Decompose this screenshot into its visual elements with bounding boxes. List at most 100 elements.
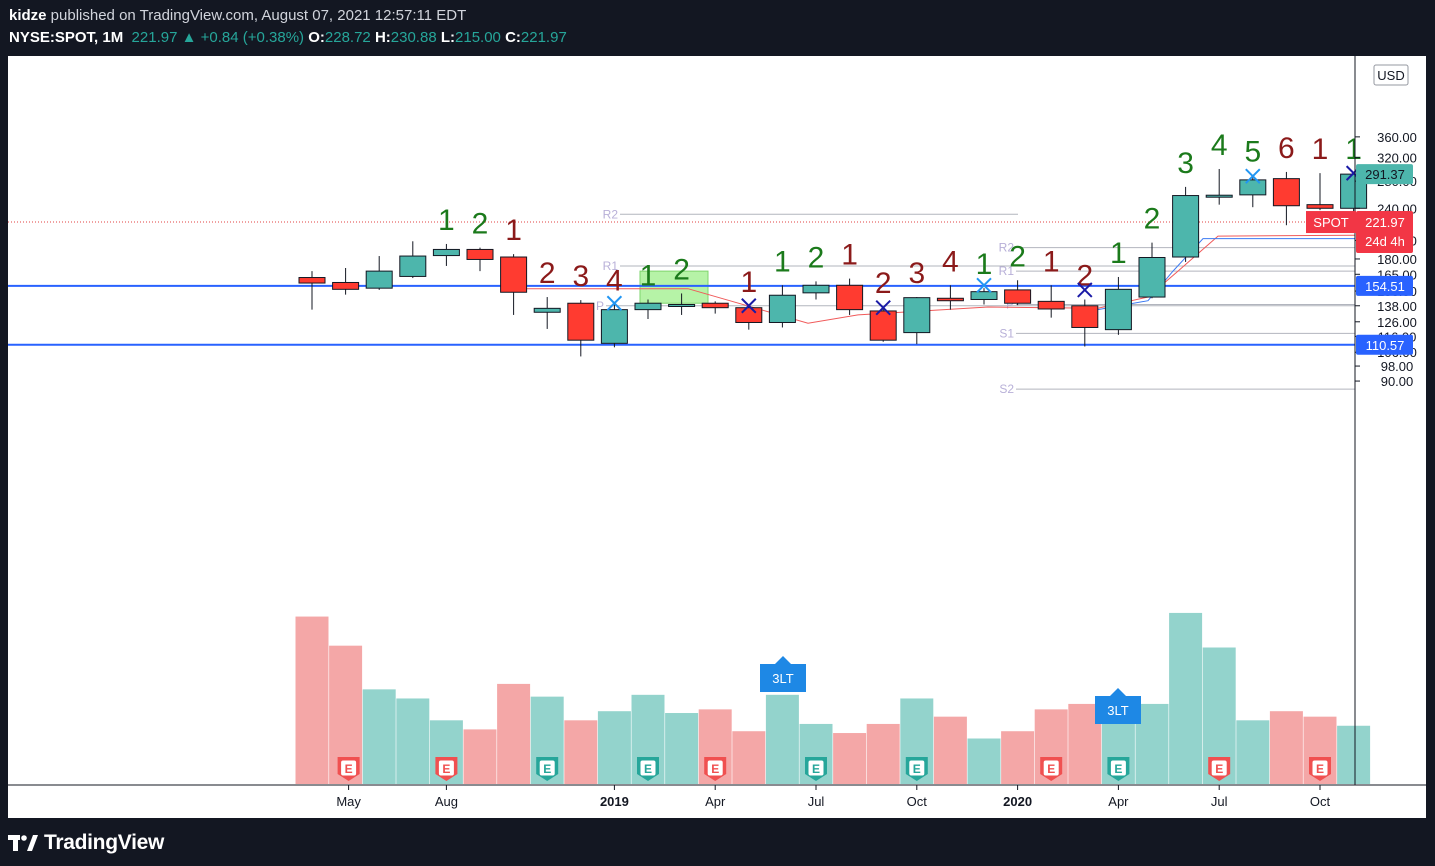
- candle-body: [1306, 204, 1334, 209]
- td-count-label: 4: [606, 264, 623, 297]
- volume-bar: [295, 616, 329, 784]
- candle-body: [802, 284, 830, 294]
- chart-panel[interactable]: R2 R1 P R2 R1 P S1 S2 1 2 1 2 3 4 1 2 1 1 2 1 2 3 4 1 2 1 2 1 2 3 4 5 6 1…: [8, 56, 1426, 818]
- earnings-letter: E: [1316, 762, 1324, 776]
- td-count-label: 2: [808, 241, 825, 274]
- candle-body: [836, 284, 864, 311]
- candle-body: [936, 297, 964, 302]
- marker-shape: [1095, 688, 1141, 724]
- earnings-icon: E: [905, 757, 928, 781]
- cross-marker: [976, 277, 992, 294]
- td-count-label: 1: [1043, 245, 1060, 278]
- candle-body: [567, 302, 595, 341]
- earnings-letter: E: [812, 762, 820, 776]
- time-axis-label: Oct: [907, 794, 928, 809]
- time-axis-label: Aug: [435, 794, 458, 809]
- cross-marker-stroke: [741, 298, 757, 314]
- candle-body: [1104, 288, 1132, 331]
- price-axis-label: 320.00: [1377, 151, 1417, 166]
- last-price-tag-box: [1356, 211, 1413, 254]
- cross-marker-stroke: [875, 299, 891, 316]
- high-value: 230.88: [390, 29, 437, 46]
- volume-bar: [1001, 731, 1035, 784]
- volume-bar: [564, 720, 598, 784]
- earnings-inner: [707, 760, 723, 776]
- symbol-tag-label: SPOT: [1313, 215, 1348, 230]
- volume-bar: [396, 698, 430, 784]
- pivot-label: S1: [999, 326, 1014, 340]
- time-axis-label: Jul: [1211, 794, 1228, 809]
- earnings-inner: [438, 760, 454, 776]
- chart-header: kidze published on TradingView.com, Augu…: [0, 0, 1435, 54]
- candle-body: [1004, 289, 1032, 304]
- last-price-tag: SPOT 221.97 24d 4h: [1306, 211, 1413, 254]
- marker-label: 3LT: [1107, 703, 1128, 718]
- ohlc-legend: NYSE:SPOT, 1M 221.97 ▲ +0.84 (+0.38%) O:…: [9, 29, 567, 46]
- earnings-icon: E: [637, 757, 659, 781]
- td-count-label: 4: [1211, 129, 1228, 162]
- level-price-tag: 110.57: [1356, 334, 1413, 355]
- publisher-name[interactable]: kidze: [9, 7, 47, 24]
- earnings-inner: [1211, 760, 1227, 776]
- earnings-inner: [1110, 760, 1126, 776]
- countdown-label: 24d 4h: [1365, 234, 1405, 249]
- cross-marker-stroke: [1077, 282, 1093, 298]
- volume-bar: [866, 723, 900, 784]
- earnings-inner: [808, 760, 824, 776]
- currency-badge: USD: [1373, 64, 1409, 86]
- candle-body: [1205, 194, 1233, 198]
- earnings-inner: [640, 760, 656, 776]
- candle-body: [970, 291, 998, 300]
- volume-bar: [1236, 720, 1270, 784]
- tradingview-logo-icon: [8, 835, 38, 851]
- candle-body: [332, 281, 360, 290]
- pivot-label: R1: [603, 259, 619, 273]
- price-axis-label: 360.00: [1377, 130, 1417, 145]
- volume-bar: [765, 694, 799, 784]
- time-axis-label: Apr: [705, 794, 726, 809]
- td-count-label: 1: [1345, 133, 1362, 166]
- candle-body: [500, 256, 528, 293]
- td-count-label: 3: [908, 257, 925, 290]
- footer: TradingView: [0, 818, 1435, 866]
- earnings-icon: E: [1107, 757, 1130, 781]
- td-count-label: 2: [875, 267, 892, 300]
- candle-body: [600, 309, 628, 344]
- cross-marker: [606, 295, 623, 311]
- time-axis-label: May: [336, 794, 361, 809]
- earnings-letter: E: [1215, 762, 1223, 776]
- pivot-label: P: [596, 299, 604, 313]
- price-axis-label: 90.00: [1381, 374, 1414, 389]
- earnings-letter: E: [711, 762, 719, 776]
- volume-bar: [1337, 725, 1371, 784]
- candle-body: [1272, 178, 1300, 207]
- earnings-icon: E: [536, 757, 559, 781]
- td-count-label: 1: [505, 214, 522, 247]
- td-count-label: 1: [841, 239, 858, 272]
- td-count-label: 2: [673, 253, 690, 286]
- tradingview-brand: TradingView: [44, 831, 165, 854]
- pivot-label: P: [1006, 297, 1014, 311]
- level-price-tag-box: [1356, 334, 1413, 355]
- earnings-letter: E: [543, 762, 551, 776]
- close-value: 221.97: [520, 29, 567, 46]
- earnings-letter: E: [1114, 762, 1122, 776]
- td-count-label: 1: [976, 248, 993, 281]
- marker-label: 3LT: [772, 671, 793, 686]
- td-count-label: 1: [1312, 133, 1329, 166]
- earnings-inner: [909, 760, 925, 776]
- td-count-label: 2: [1144, 203, 1161, 236]
- candle-body: [1239, 179, 1267, 196]
- earnings-letter: E: [442, 762, 450, 776]
- candle-body: [1172, 195, 1200, 258]
- volume-bar: [1269, 711, 1303, 784]
- marker-shape: [760, 656, 806, 692]
- candle-body: [365, 270, 393, 289]
- tradingview-logo[interactable]: TradingView: [8, 831, 164, 855]
- current-price-tag: 291.37: [1356, 164, 1413, 185]
- cross-marker-stroke: [606, 295, 623, 311]
- symbol-label[interactable]: NYSE:SPOT, 1M: [9, 29, 124, 46]
- td-count-label: 3: [1177, 147, 1194, 180]
- td-count-label: 1: [438, 204, 455, 237]
